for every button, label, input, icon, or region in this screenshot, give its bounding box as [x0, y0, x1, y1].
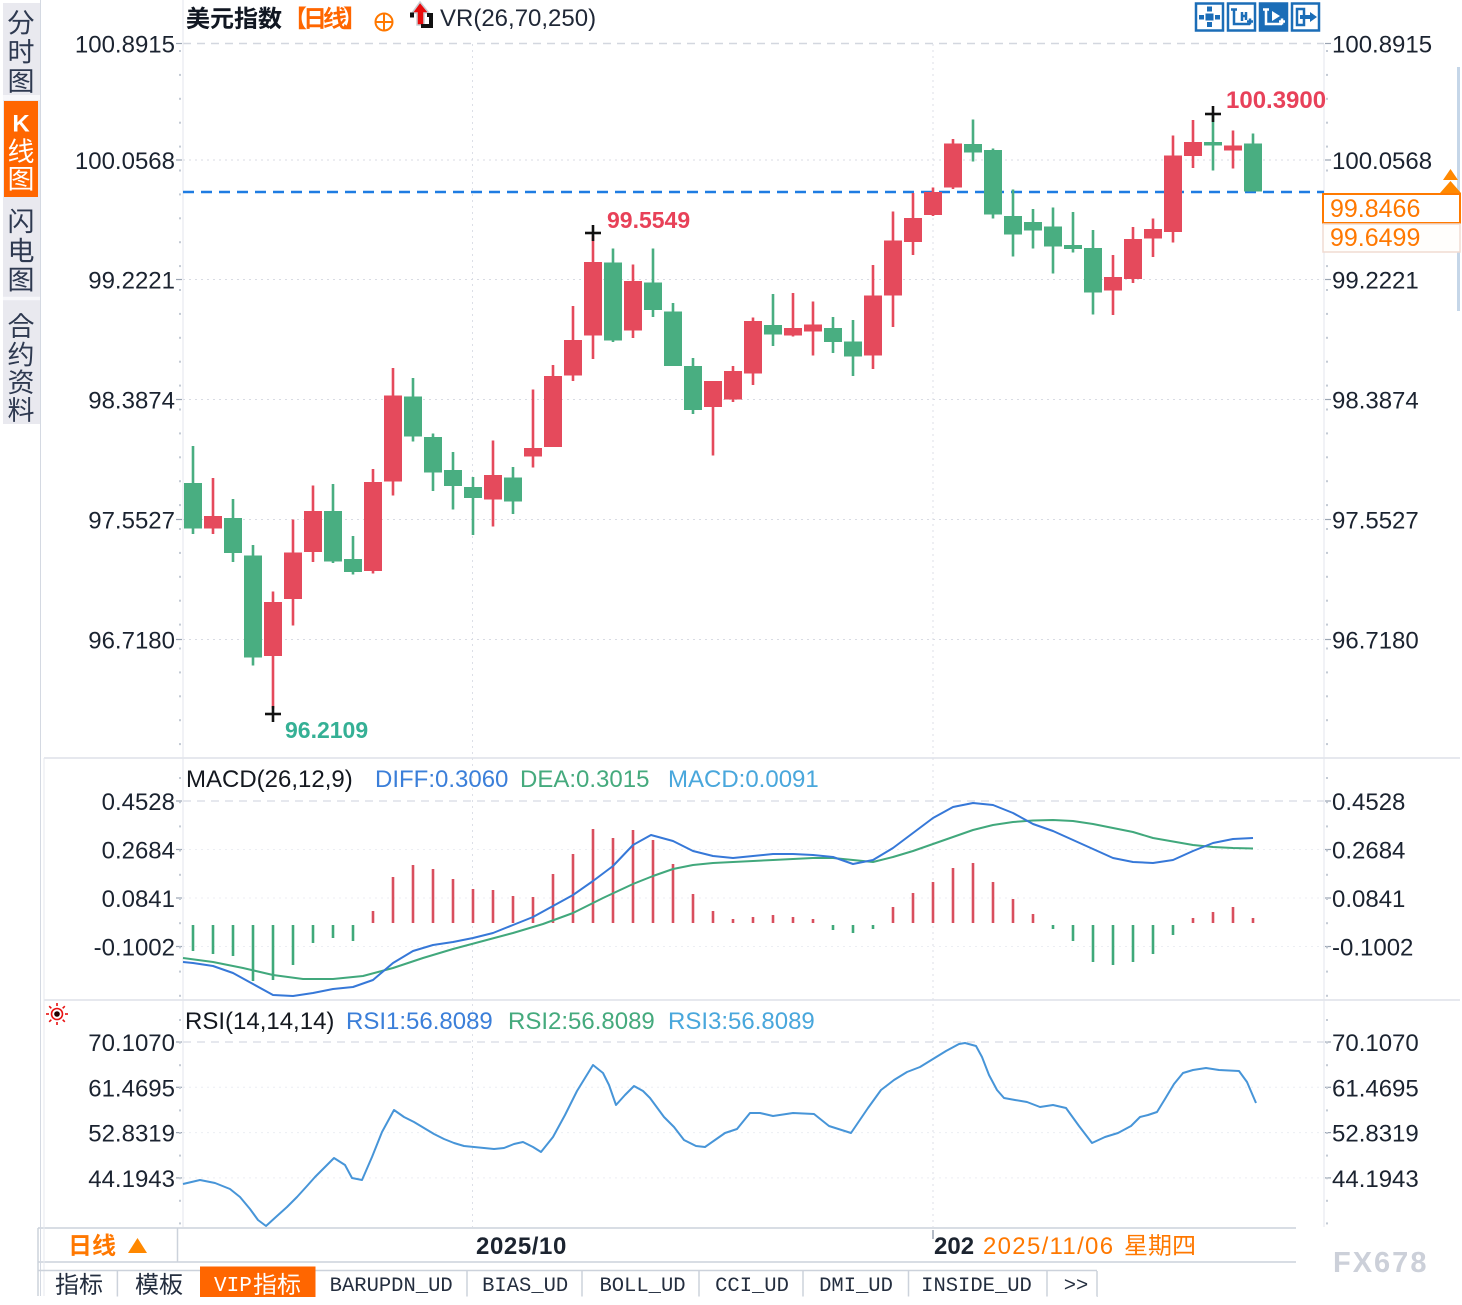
svg-text:100.0568: 100.0568	[75, 148, 175, 175]
svg-text:-0.1002: -0.1002	[94, 935, 175, 962]
svg-text:2025/11/06: 2025/11/06	[983, 1233, 1114, 1260]
svg-text:0.4528: 0.4528	[102, 789, 175, 816]
svg-text:0.0841: 0.0841	[1332, 886, 1405, 913]
svg-text:MACD(26,12,9): MACD(26,12,9)	[186, 766, 353, 793]
svg-text:70.1070: 70.1070	[1332, 1030, 1419, 1057]
svg-text:96.7180: 96.7180	[1332, 628, 1419, 655]
svg-text:BIAS_UD: BIAS_UD	[482, 1275, 568, 1298]
svg-text:99.5549: 99.5549	[607, 207, 690, 233]
svg-text:RSI2:56.8089: RSI2:56.8089	[508, 1008, 655, 1035]
svg-text:99.6499: 99.6499	[1330, 224, 1420, 252]
svg-text:52.8319: 52.8319	[88, 1121, 175, 1148]
svg-text:K: K	[12, 111, 30, 138]
svg-text:44.1943: 44.1943	[88, 1166, 175, 1193]
svg-text:97.5527: 97.5527	[1332, 508, 1419, 535]
svg-text:0.4528: 0.4528	[1332, 789, 1405, 816]
svg-text:RSI3:56.8089: RSI3:56.8089	[668, 1008, 815, 1035]
svg-text:BOLL_UD: BOLL_UD	[599, 1275, 685, 1298]
svg-text:96.7180: 96.7180	[88, 628, 175, 655]
svg-text:DIFF:0.3060: DIFF:0.3060	[375, 766, 508, 793]
svg-text:99.2221: 99.2221	[88, 268, 175, 295]
svg-text:-0.1002: -0.1002	[1332, 935, 1413, 962]
svg-text:44.1943: 44.1943	[1332, 1166, 1419, 1193]
svg-text:INSIDE_UD: INSIDE_UD	[921, 1275, 1032, 1298]
svg-text:52.8319: 52.8319	[1332, 1121, 1419, 1148]
svg-text:98.3874: 98.3874	[1332, 388, 1419, 415]
svg-text:DEA:0.3015: DEA:0.3015	[520, 766, 649, 793]
svg-text:DMI_UD: DMI_UD	[819, 1275, 893, 1298]
svg-text:100.8915: 100.8915	[75, 32, 175, 59]
svg-text:100.8915: 100.8915	[1332, 32, 1432, 59]
svg-text:0.2684: 0.2684	[1332, 838, 1405, 865]
svg-text:BARUPDN_UD: BARUPDN_UD	[330, 1275, 453, 1298]
svg-text:100.0568: 100.0568	[1332, 148, 1432, 175]
svg-text:>>: >>	[1064, 1275, 1089, 1298]
svg-text:97.5527: 97.5527	[88, 508, 175, 535]
svg-text:61.4695: 61.4695	[88, 1075, 175, 1102]
svg-text:0.0841: 0.0841	[102, 886, 175, 913]
svg-text:2025/10: 2025/10	[476, 1233, 567, 1260]
svg-text:96.2109: 96.2109	[285, 717, 368, 743]
svg-text:99.8466: 99.8466	[1330, 195, 1420, 223]
svg-text:98.3874: 98.3874	[88, 388, 175, 415]
svg-text:99.2221: 99.2221	[1332, 268, 1419, 295]
svg-text:61.4695: 61.4695	[1332, 1075, 1419, 1102]
svg-text:VIP: VIP	[214, 1275, 252, 1298]
svg-text:202: 202	[934, 1233, 974, 1260]
svg-text:RSI1:56.8089: RSI1:56.8089	[346, 1008, 493, 1035]
svg-text:RSI(14,14,14): RSI(14,14,14)	[185, 1008, 334, 1035]
svg-text:100.3900: 100.3900	[1226, 87, 1326, 114]
svg-text:FX678: FX678	[1333, 1247, 1428, 1279]
svg-text:MACD:0.0091: MACD:0.0091	[668, 766, 819, 793]
svg-text:VR(26,70,250): VR(26,70,250)	[440, 5, 596, 32]
svg-text:70.1070: 70.1070	[88, 1030, 175, 1057]
svg-text:0.2684: 0.2684	[102, 838, 175, 865]
svg-text:CCI_UD: CCI_UD	[715, 1275, 789, 1298]
